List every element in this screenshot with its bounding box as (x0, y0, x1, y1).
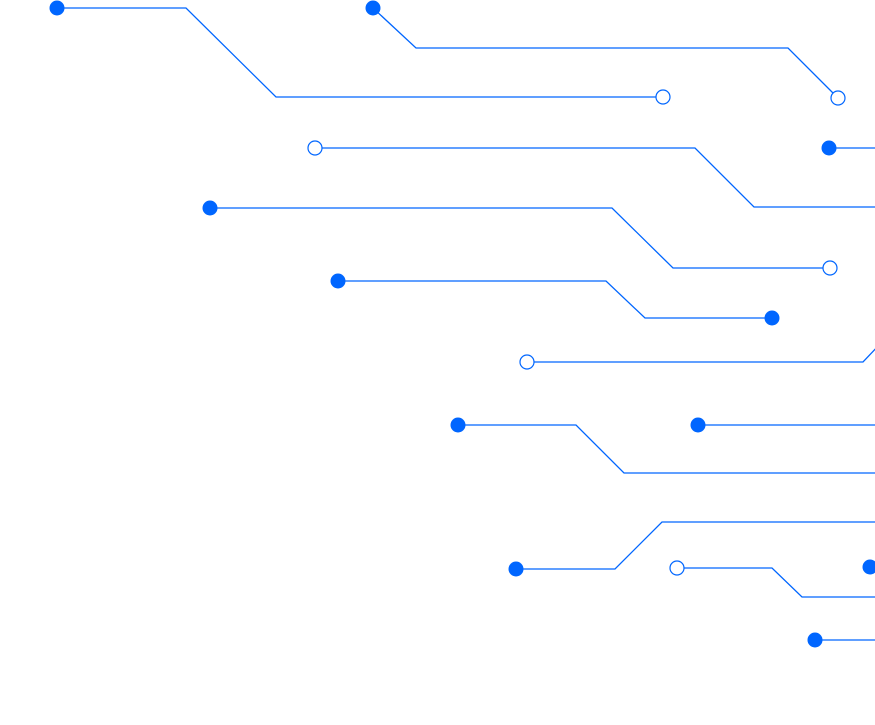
circuit-trace-2 (372, 7, 839, 99)
filled-node-icon (49, 0, 65, 16)
hollow-node-icon (669, 560, 685, 576)
circuit-trace-10 (516, 521, 875, 570)
hollow-node-icon (307, 140, 323, 156)
filled-node-icon (821, 140, 837, 156)
filled-node-icon (508, 561, 524, 577)
circuit-trace-5 (210, 207, 830, 269)
filled-node-icon (202, 200, 218, 216)
filled-node-icon (365, 0, 381, 16)
filled-node-icon (330, 273, 346, 289)
hollow-node-icon (519, 354, 535, 370)
circuit-trace-7 (527, 348, 875, 363)
hollow-node-icon (655, 89, 671, 105)
circuit-trace-8 (458, 424, 875, 474)
circuit-trace-11 (677, 567, 875, 598)
circuit-trace-4 (315, 147, 875, 208)
filled-node-icon (690, 417, 706, 433)
circuit-trace-6 (338, 280, 772, 319)
filled-node-icon (807, 632, 823, 648)
hollow-node-icon (830, 90, 846, 106)
hollow-node-icon (822, 260, 838, 276)
filled-node-icon (862, 559, 875, 575)
circuit-trace-1 (57, 7, 663, 98)
filled-node-icon (450, 417, 466, 433)
filled-node-icon (764, 310, 780, 326)
